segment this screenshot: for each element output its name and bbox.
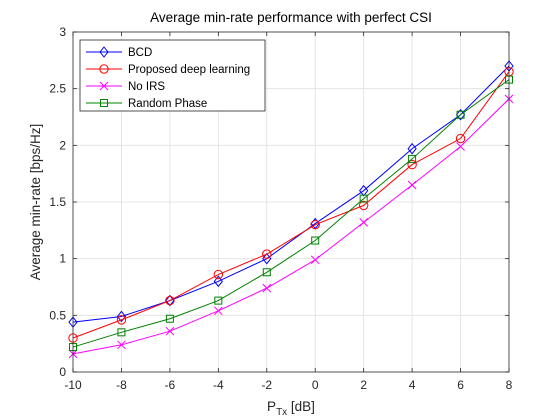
series-line-random-phase [72, 79, 510, 348]
data-point-no-irs [117, 340, 126, 350]
y-axis-label: Average min-rate [bps/Hz] [28, 124, 43, 281]
x-axis-label-main: P [267, 399, 276, 414]
data-point-proposed-deep-learning [455, 133, 466, 144]
x-tick-label: -10 [64, 378, 82, 392]
y-tick-label: 0 [59, 365, 66, 379]
data-point-proposed-deep-learning [358, 200, 369, 211]
x-tick-label: -2 [261, 378, 272, 392]
data-point-no-irs [310, 255, 320, 265]
legend-entry-random-phase: Random Phase [86, 98, 207, 110]
data-point-proposed-deep-learning [262, 249, 272, 259]
legend-swatch-marker [99, 64, 109, 74]
legend-entry-no-irs: No IRS [86, 81, 165, 93]
x-tick-label: 8 [506, 378, 513, 392]
data-point-bcd [407, 142, 417, 155]
data-point-random-phase [262, 268, 271, 277]
data-point-no-irs [359, 218, 369, 227]
legend-swatch-marker [99, 46, 109, 58]
x-tick-label: 0 [312, 378, 319, 392]
legend-label: Proposed deep learning [128, 64, 250, 76]
data-point-no-irs [213, 306, 223, 316]
data-point-no-irs [262, 283, 272, 293]
x-axis-label-unit: [dB] [287, 399, 315, 414]
data-point-random-phase [311, 236, 320, 245]
legend-label: No IRS [128, 81, 165, 93]
data-point-proposed-deep-learning [213, 269, 224, 280]
data-point-no-irs [456, 142, 465, 151]
legend-label: BCD [128, 47, 152, 59]
series-line-proposed-deep-learning [72, 71, 510, 339]
x-tick-label: 4 [409, 378, 416, 392]
x-tick-label: -8 [116, 378, 127, 392]
y-tick-label: 3 [59, 25, 66, 39]
data-point-proposed-deep-learning [116, 315, 127, 325]
legend-swatch-marker [100, 99, 108, 107]
data-point-proposed-deep-learning [407, 159, 417, 170]
data-point-proposed-deep-learning [165, 295, 175, 306]
legend-label: Random Phase [128, 98, 207, 110]
data-point-random-phase [214, 296, 223, 305]
x-tick-label: 2 [360, 378, 367, 392]
data-point-bcd [359, 184, 369, 197]
x-axis-label: PTx [dB] [267, 399, 315, 418]
data-point-proposed-deep-learning [310, 219, 320, 230]
x-tick-label: 6 [457, 378, 464, 392]
y-tick-label: 1 [59, 252, 66, 266]
legend-entry-bcd: BCD [86, 46, 152, 59]
legend-swatch-marker [99, 81, 109, 91]
legend: BCD Proposed deep learning No IRS Random Ph… [79, 39, 266, 112]
data-point-bcd [213, 275, 223, 288]
data-point-random-phase [165, 314, 174, 323]
data-point-bcd [262, 252, 272, 265]
data-point-no-irs [407, 180, 417, 190]
data-point-random-phase [408, 154, 417, 163]
chart-title: Average min-rate performance with perfec… [150, 10, 432, 25]
x-tick-label: -6 [165, 378, 176, 392]
y-tick-label: 0.5 [49, 308, 66, 322]
data-point-bcd [116, 310, 127, 323]
y-tick-label: 2 [59, 138, 66, 152]
y-tick-label: 2.5 [49, 82, 66, 96]
series-no-irs [68, 94, 514, 359]
y-tick-label: 1.5 [49, 195, 66, 209]
series-group [68, 60, 514, 359]
data-point-random-phase [117, 328, 126, 337]
data-point-no-irs [165, 326, 175, 336]
data-point-random-phase [359, 194, 368, 203]
ticks: -10 -8 -6 -4 -2 0 2 4 6 8 0 0.5 1 1.5 2 2.5 3 [49, 25, 512, 392]
x-axis-label-subscript: Tx [276, 407, 287, 418]
data-point-random-phase [456, 110, 465, 119]
x-tick-label: -4 [213, 378, 224, 392]
series-line-bcd [72, 65, 510, 323]
legend-entry-proposed-deep-learning: Proposed deep learning [86, 64, 250, 76]
series-line-no-irs [72, 98, 510, 355]
